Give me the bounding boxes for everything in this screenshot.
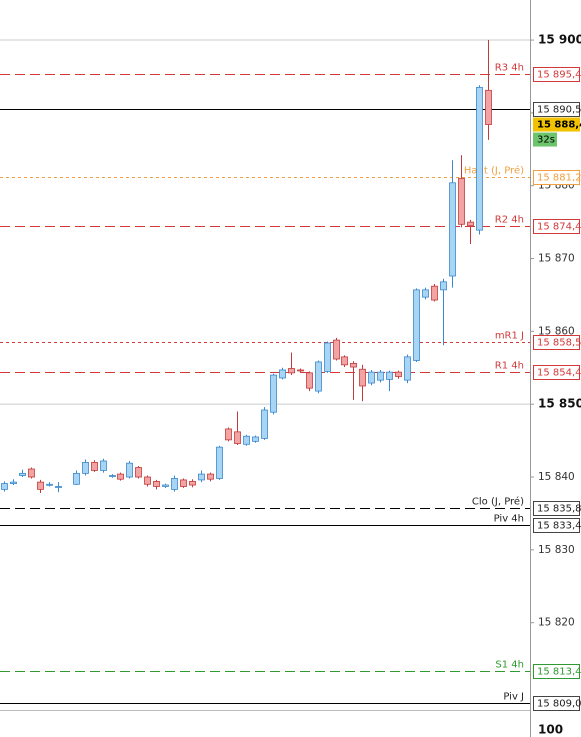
candle-body	[189, 480, 196, 486]
candle-body	[243, 435, 250, 445]
candle-body	[37, 481, 44, 490]
candle-body	[395, 371, 402, 377]
candle-body	[270, 374, 277, 413]
level-label: R2 4h	[495, 215, 524, 226]
last-price-label: 15 888,4	[537, 120, 581, 131]
y-tick-label: 15 860	[538, 325, 575, 337]
level-value-box	[533, 102, 580, 117]
level-label: Piv 4h	[494, 514, 524, 525]
candle-body	[19, 472, 26, 476]
level-value-label: 15 854,4	[537, 368, 581, 379]
level-label: mR1 J	[495, 331, 524, 342]
candle-body	[153, 480, 160, 487]
y-tick-label: 15 840	[538, 471, 575, 483]
level-value-label: 15 858,5	[537, 338, 581, 349]
y-tick-label: 15 900	[538, 33, 581, 47]
level-value-label: 15 813,4	[537, 667, 581, 678]
level-value-box	[533, 696, 580, 711]
y-tick-label: 15 870	[538, 253, 575, 265]
candle-body	[404, 356, 411, 381]
candle-body	[333, 339, 340, 360]
candle-body	[431, 285, 438, 301]
candle-body	[413, 289, 420, 361]
bottom-label: 100	[538, 723, 563, 737]
candle-body	[135, 467, 142, 478]
candle-body	[279, 369, 286, 379]
candle-body	[324, 342, 331, 372]
candle-body	[377, 371, 384, 381]
candle-body	[198, 473, 205, 481]
candle-body	[109, 475, 116, 477]
candle-body	[171, 478, 178, 490]
level-value-box	[533, 335, 580, 350]
level-value-label: 15 895,4	[537, 70, 581, 81]
level-label: Clo (J, Pré)	[472, 496, 524, 508]
candle-body	[234, 431, 241, 444]
countdown-box	[533, 132, 557, 147]
candle-body	[315, 361, 322, 392]
level-value-label: 15 890,5	[537, 105, 581, 116]
level-value-label: 15 835,8	[537, 504, 581, 515]
level-value-box	[533, 67, 580, 82]
candle-body	[306, 372, 313, 389]
candle-body	[1, 483, 8, 490]
candle-body	[288, 368, 295, 374]
candle-body	[117, 473, 124, 480]
candle-body	[73, 472, 80, 485]
level-value-label: 15 881,2	[537, 173, 581, 184]
candle-body	[100, 460, 107, 471]
candle-body	[144, 476, 151, 485]
candle-body	[126, 462, 133, 478]
level-value-label: 15 874,4	[537, 222, 581, 233]
level-value-box	[533, 219, 580, 234]
candle-body	[261, 409, 268, 439]
level-value-label: 15 809,0	[537, 699, 581, 710]
candle-body	[458, 178, 465, 225]
level-value-box	[533, 365, 580, 380]
level-value-box	[533, 518, 580, 533]
candle-body	[180, 479, 187, 487]
candle-body	[350, 363, 357, 368]
candle-body	[46, 483, 53, 486]
level-value-box	[533, 664, 580, 679]
y-tick-label: 15 820	[538, 617, 575, 629]
candle-body	[10, 481, 17, 484]
candle-body	[449, 182, 456, 277]
level-label: R1 4h	[495, 361, 524, 372]
level-value-box	[533, 501, 580, 516]
countdown-label: 32s	[537, 135, 555, 146]
candle-body	[91, 462, 98, 471]
level-value-label: 15 833,4	[537, 521, 581, 532]
candle-body	[341, 356, 348, 366]
level-value-box	[533, 170, 580, 185]
level-label: Haut (J, Pré)	[464, 165, 524, 177]
candle-body	[297, 369, 304, 372]
candle-body	[386, 371, 393, 380]
last-price-box	[533, 117, 580, 132]
candle-body	[422, 289, 429, 298]
y-tick-label: 15 830	[538, 544, 575, 556]
candle-body	[28, 468, 35, 478]
candle-body	[207, 473, 214, 480]
level-label: R3 4h	[495, 63, 524, 74]
candle-body	[55, 486, 62, 488]
candle-body	[440, 281, 447, 291]
candle-body	[368, 371, 375, 384]
candle-body	[252, 436, 259, 442]
candle-body	[216, 446, 223, 479]
level-label: Piv J	[503, 692, 524, 703]
candle-body	[467, 221, 474, 227]
candle-body	[225, 428, 232, 441]
candle-body	[82, 462, 89, 474]
candle-body	[162, 484, 169, 487]
y-tick-label: 15 850	[538, 397, 581, 411]
candle-body	[476, 86, 483, 231]
candle-body	[359, 368, 366, 387]
candle-body	[485, 89, 492, 125]
level-label: S1 4h	[495, 660, 524, 671]
